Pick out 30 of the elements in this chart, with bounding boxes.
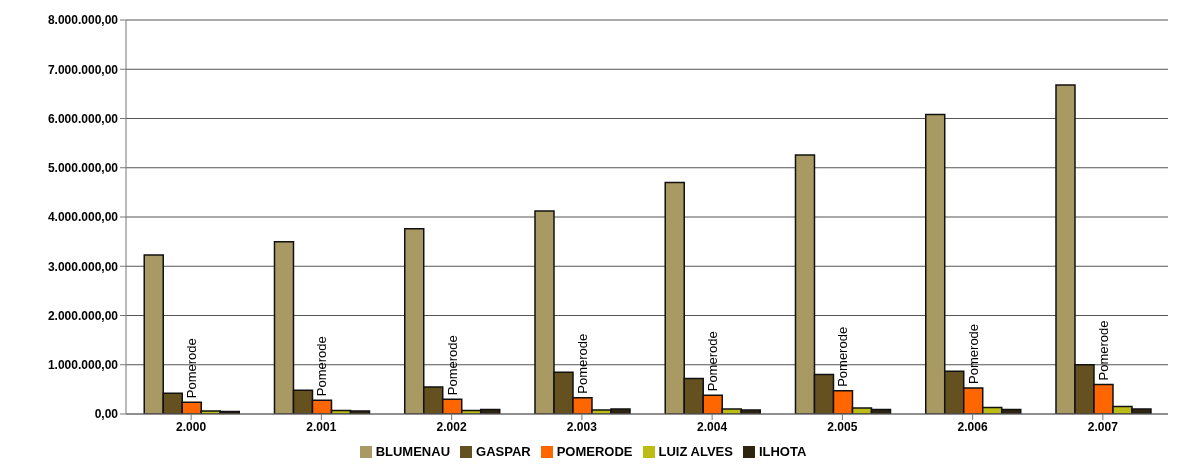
annotation: Pomerode	[574, 333, 590, 394]
legend-label: LUIZ ALVES	[658, 444, 733, 459]
y-tick-label: 8.000.000,00	[47, 13, 119, 28]
annotation: Pomerode	[1095, 320, 1111, 381]
x-tick-label: 2.001	[306, 419, 337, 434]
annotation: Pomerode	[835, 326, 851, 387]
legend-label: GASPAR	[476, 444, 531, 459]
x-tick-label: 2.004	[697, 419, 728, 434]
annotation: Pomerode	[965, 323, 981, 384]
y-tick-label: 4.000.000,00	[47, 210, 119, 225]
legend-label: POMERODE	[556, 444, 633, 459]
annotation: Pomerode	[314, 336, 330, 397]
y-tick-label: 7.000.000,00	[47, 62, 119, 77]
y-tick-label: 3.000.000,00	[47, 259, 119, 274]
annotation: Pomerode	[705, 331, 721, 392]
x-tick-label: 2.002	[436, 419, 467, 434]
y-tick-label: 1.000.000,00	[47, 358, 119, 373]
x-tick-label: 2.006	[957, 419, 988, 434]
legend-label: ILHOTA	[758, 444, 807, 459]
annotation: Pomerode	[444, 335, 460, 396]
y-tick-label: 2.000.000,00	[47, 308, 119, 323]
annotation: Pomerode	[184, 338, 200, 399]
legend-label: BLUMENAU	[375, 444, 451, 459]
y-tick-label: 0,00	[94, 407, 119, 422]
x-tick-label: 2.000	[176, 419, 207, 434]
y-tick-label: 6.000.000,00	[47, 111, 119, 126]
x-tick-label: 2.005	[827, 419, 858, 434]
x-tick-label: 2.007	[1087, 419, 1119, 434]
x-tick-label: 2.003	[566, 419, 598, 434]
y-tick-label: 5.000.000,00	[47, 161, 119, 176]
